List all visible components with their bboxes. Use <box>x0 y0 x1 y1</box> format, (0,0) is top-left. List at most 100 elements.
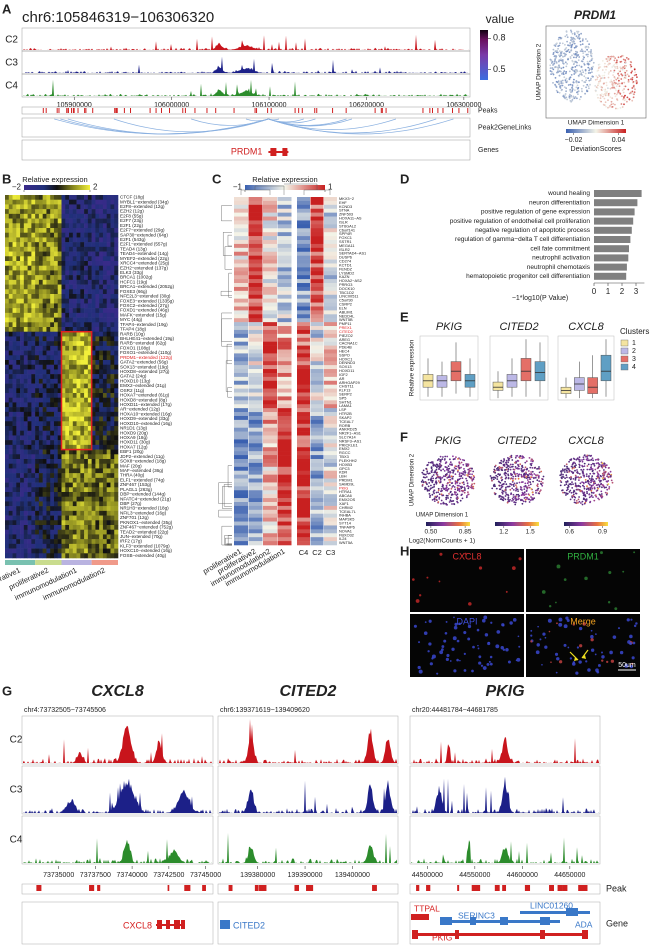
umap-cell <box>429 488 431 490</box>
umap-cell <box>451 475 453 477</box>
heatmap-cell <box>39 299 43 304</box>
heatmap-cell <box>311 385 324 389</box>
heatmap-cell <box>50 478 54 483</box>
heatmap-cell <box>103 252 107 257</box>
heatmap-cell <box>234 353 248 357</box>
umap-cell <box>532 492 534 494</box>
heatmap-cell <box>16 242 20 247</box>
heatmap-cell <box>110 219 114 224</box>
heatmap-cell <box>263 314 277 318</box>
heatmap-cell <box>311 455 324 459</box>
heatmap-cell <box>92 209 96 214</box>
umap-cell <box>617 67 619 69</box>
heatmap-cell <box>103 299 107 304</box>
heatmap-cell <box>278 342 292 346</box>
heatmap-cell <box>95 516 99 521</box>
heatmap-cell <box>110 483 114 488</box>
umap-cell <box>582 40 584 42</box>
heatmap-cell <box>92 483 96 488</box>
heatmap-cell <box>9 534 13 539</box>
umap-cell <box>450 491 452 493</box>
umap-cell <box>512 480 514 482</box>
heatmap-cell <box>65 261 69 266</box>
heatmap-cell <box>311 209 324 213</box>
heatmap-cell <box>84 336 88 341</box>
heatmap-cell <box>65 412 69 417</box>
heatmap-cell <box>249 525 263 529</box>
heatmap-cell <box>65 369 69 374</box>
heatmap-cell <box>110 384 114 389</box>
umap-cell <box>606 85 608 87</box>
heatmap-cell <box>278 486 292 490</box>
heatmap-cell <box>92 299 96 304</box>
heatmap-cell <box>107 275 111 280</box>
umap-cell <box>611 97 613 99</box>
umap-cell <box>562 80 564 82</box>
heatmap-cell <box>28 483 32 488</box>
heatmap-cell <box>20 280 24 285</box>
heatmap-cell <box>77 233 81 238</box>
heatmap-cell <box>297 361 310 365</box>
heatmap-cell <box>35 280 39 285</box>
heatmap-cell <box>278 197 292 201</box>
heatmap-cell <box>324 490 337 494</box>
heatmap-cell <box>24 195 28 200</box>
heatmap-cell <box>9 454 13 459</box>
umap-cell <box>430 480 432 482</box>
heatmap-cell <box>54 549 58 554</box>
heatmap-cell <box>77 549 81 554</box>
heatmap-cell <box>28 530 32 535</box>
heatmap-cell <box>20 492 24 497</box>
heatmap-cell <box>110 289 114 294</box>
heatmap-cell <box>13 313 17 318</box>
umap-cell <box>497 476 499 478</box>
heatmap-cell <box>234 275 248 279</box>
heatmap-cell <box>58 299 62 304</box>
heatmap-cell <box>69 374 73 379</box>
heatmap-cell <box>324 416 337 420</box>
umap-cell <box>615 108 617 110</box>
heatmap-cell <box>103 549 107 554</box>
heatmap-cell <box>103 195 107 200</box>
heatmap-cell <box>77 398 81 403</box>
umap-cell <box>565 93 567 95</box>
heatmap-cell <box>31 450 35 455</box>
heatmap-cell <box>107 435 111 440</box>
heatmap-cell <box>46 483 50 488</box>
heatmap-cell <box>114 346 118 351</box>
heatmap-cell <box>114 402 118 407</box>
umap-cell <box>569 94 571 96</box>
heatmap-cell <box>54 426 58 431</box>
heatmap-cell <box>107 303 111 308</box>
heatmap-cell <box>13 336 17 341</box>
umap-cell <box>457 489 459 491</box>
heatmap-cell <box>54 294 58 299</box>
heatmap-cell <box>234 385 248 389</box>
umap-cell <box>550 59 552 61</box>
heatmap-cell <box>24 369 28 374</box>
heatmap-cell <box>103 379 107 384</box>
heatmap-cell <box>20 289 24 294</box>
umap-cell <box>540 483 542 485</box>
heatmap-cell <box>99 195 103 200</box>
umap-cell <box>623 88 625 90</box>
umap-cell <box>527 482 529 484</box>
heatmap-cell <box>24 417 28 422</box>
heatmap-cell <box>249 275 263 279</box>
heatmap-cell <box>35 303 39 308</box>
heatmap-cell <box>278 314 292 318</box>
heatmap-cell <box>278 420 292 424</box>
umap-cell <box>595 79 597 81</box>
umap-cell <box>462 477 464 479</box>
heatmap-cell <box>324 263 337 267</box>
heatmap-cell <box>297 385 310 389</box>
heatmap-cell <box>73 544 77 549</box>
heatmap-cell <box>80 511 84 516</box>
heatmap-cell <box>84 360 88 365</box>
heatmap-cell <box>278 263 292 267</box>
heatmap-cell <box>107 261 111 266</box>
heatmap-cell <box>50 539 54 544</box>
umap-cell <box>503 464 505 466</box>
heatmap-cell <box>95 360 99 365</box>
heatmap-cell <box>103 336 107 341</box>
